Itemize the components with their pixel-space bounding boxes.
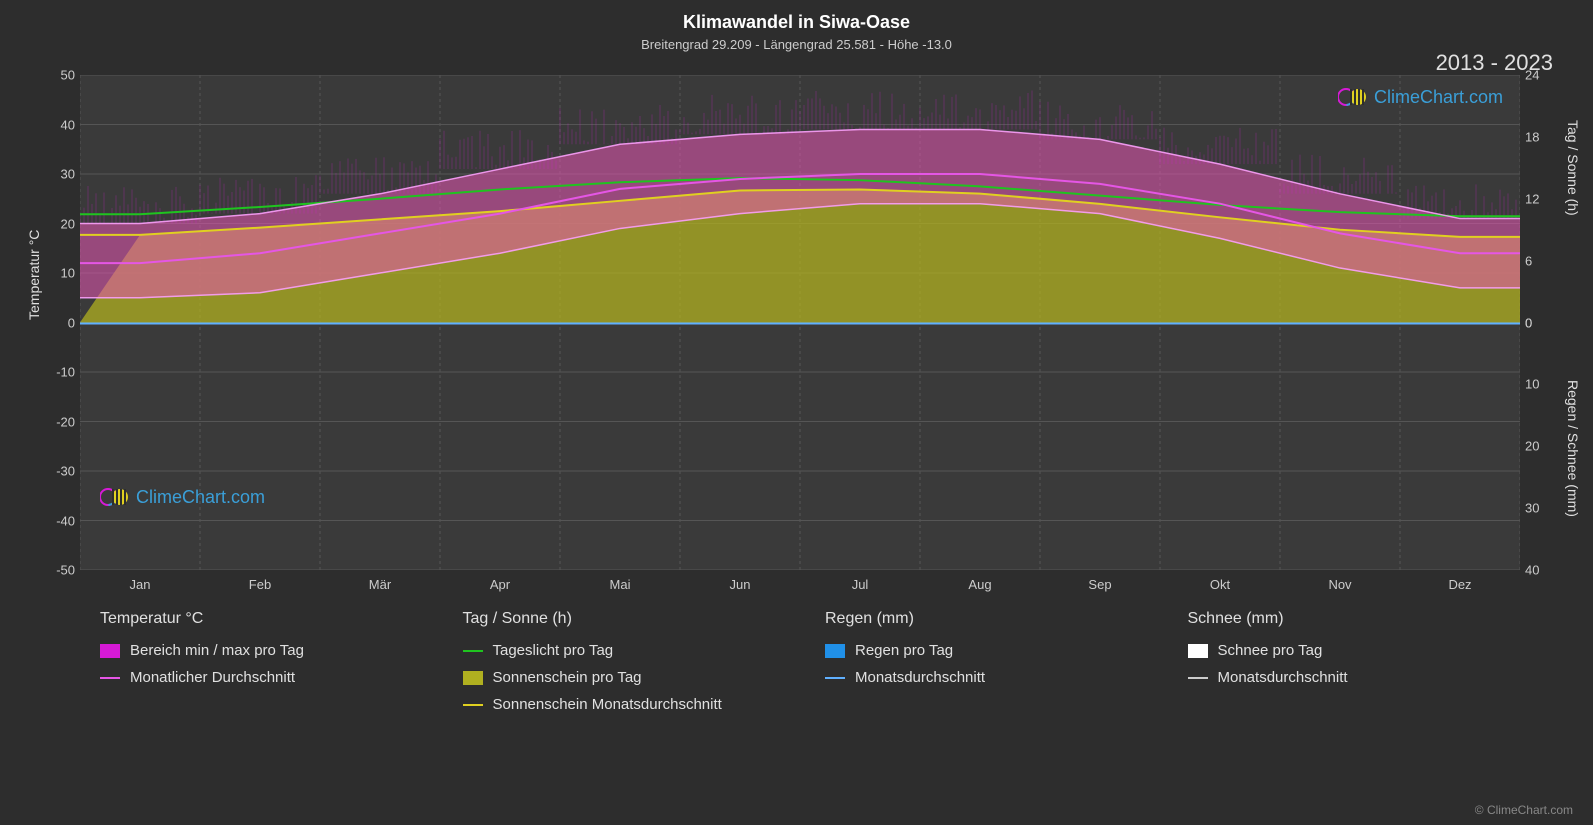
copyright-text: © ClimeChart.com (1475, 803, 1573, 817)
legend-item: Monatsdurchschnitt (825, 669, 1178, 686)
legend-item: Monatsdurchschnitt (1188, 669, 1541, 686)
legend-label: Monatsdurchschnitt (1218, 669, 1348, 686)
legend-label: Monatlicher Durchschnitt (130, 669, 295, 686)
y-tick-right-rain: 20 (1525, 439, 1555, 454)
x-tick-month: Feb (249, 577, 271, 592)
y-tick-left: -30 (40, 464, 75, 479)
x-tick-month: Nov (1328, 577, 1351, 592)
legend-label: Schnee pro Tag (1218, 642, 1323, 659)
chart-svg (80, 75, 1520, 570)
y-tick-left: 40 (40, 117, 75, 132)
legend-header: Temperatur °C (100, 610, 453, 628)
climechart-logo-icon (100, 485, 130, 509)
x-tick-month: Jun (730, 577, 751, 592)
y-tick-left: 30 (40, 167, 75, 182)
legend-label: Tageslicht pro Tag (493, 642, 614, 659)
watermark-text: ClimeChart.com (1374, 87, 1503, 108)
x-tick-month: Jan (130, 577, 151, 592)
x-tick-month: Aug (968, 577, 991, 592)
y-tick-right-sun: 12 (1525, 191, 1555, 206)
y-tick-right-sun: 18 (1525, 129, 1555, 144)
y-tick-right-sun: 6 (1525, 253, 1555, 268)
y-tick-right-rain: 30 (1525, 501, 1555, 516)
legend-swatch (825, 644, 845, 658)
y-tick-left: -20 (40, 414, 75, 429)
y-tick-right-rain: 0 (1525, 315, 1555, 330)
legend-label: Monatsdurchschnitt (855, 669, 985, 686)
legend-swatch (463, 671, 483, 685)
legend-swatch (1188, 677, 1208, 679)
legend: Temperatur °C Bereich min / max pro Tag M… (100, 610, 1540, 723)
legend-header: Tag / Sonne (h) (463, 610, 816, 628)
legend-col-snow: Schnee (mm) Schnee pro Tag Monatsdurchsch… (1188, 610, 1541, 723)
watermark-top: ClimeChart.com (1338, 85, 1503, 109)
climechart-logo-icon (1338, 85, 1368, 109)
x-tick-month: Sep (1088, 577, 1111, 592)
legend-item: Sonnenschein pro Tag (463, 669, 816, 686)
legend-label: Sonnenschein pro Tag (493, 669, 642, 686)
chart-title: Klimawandel in Siwa-Oase (0, 0, 1593, 33)
legend-item: Bereich min / max pro Tag (100, 642, 453, 659)
chart-subtitle: Breitengrad 29.209 - Längengrad 25.581 -… (0, 33, 1593, 52)
legend-item: Monatlicher Durchschnitt (100, 669, 453, 686)
x-tick-month: Apr (490, 577, 510, 592)
legend-header: Regen (mm) (825, 610, 1178, 628)
legend-swatch (1188, 644, 1208, 658)
x-tick-month: Okt (1210, 577, 1230, 592)
y-tick-left: 0 (40, 315, 75, 330)
x-tick-month: Mai (610, 577, 631, 592)
legend-label: Bereich min / max pro Tag (130, 642, 304, 659)
y-tick-right-sun: 24 (1525, 68, 1555, 83)
y-tick-left: 10 (40, 266, 75, 281)
legend-col-rain: Regen (mm) Regen pro Tag Monatsdurchschni… (825, 610, 1178, 723)
legend-swatch (100, 677, 120, 679)
legend-header: Schnee (mm) (1188, 610, 1541, 628)
legend-swatch (463, 650, 483, 652)
y-tick-left: 50 (40, 68, 75, 83)
legend-swatch (825, 677, 845, 679)
y-tick-left: 20 (40, 216, 75, 231)
x-tick-month: Dez (1448, 577, 1471, 592)
legend-label: Regen pro Tag (855, 642, 953, 659)
y-tick-left: -10 (40, 365, 75, 380)
y-axis-right-rain-label: Regen / Schnee (mm) (1565, 380, 1581, 517)
y-tick-left: -50 (40, 563, 75, 578)
x-tick-month: Mär (369, 577, 391, 592)
legend-item: Tageslicht pro Tag (463, 642, 816, 659)
x-tick-month: Jul (852, 577, 869, 592)
legend-item: Regen pro Tag (825, 642, 1178, 659)
y-axis-right-sun-label: Tag / Sonne (h) (1565, 120, 1581, 216)
legend-swatch (100, 644, 120, 658)
y-tick-right-rain: 10 (1525, 377, 1555, 392)
legend-swatch (463, 704, 483, 706)
legend-col-temperature: Temperatur °C Bereich min / max pro Tag M… (100, 610, 453, 723)
legend-col-sun: Tag / Sonne (h) Tageslicht pro Tag Sonnen… (463, 610, 816, 723)
watermark-text: ClimeChart.com (136, 487, 265, 508)
y-tick-left: -40 (40, 513, 75, 528)
legend-item: Sonnenschein Monatsdurchschnitt (463, 696, 816, 713)
y-tick-right-rain: 40 (1525, 563, 1555, 578)
legend-item: Schnee pro Tag (1188, 642, 1541, 659)
chart-plot-area: -50-40-30-20-100102030405006121824010203… (80, 75, 1520, 570)
legend-label: Sonnenschein Monatsdurchschnitt (493, 696, 722, 713)
watermark-bottom: ClimeChart.com (100, 485, 265, 509)
